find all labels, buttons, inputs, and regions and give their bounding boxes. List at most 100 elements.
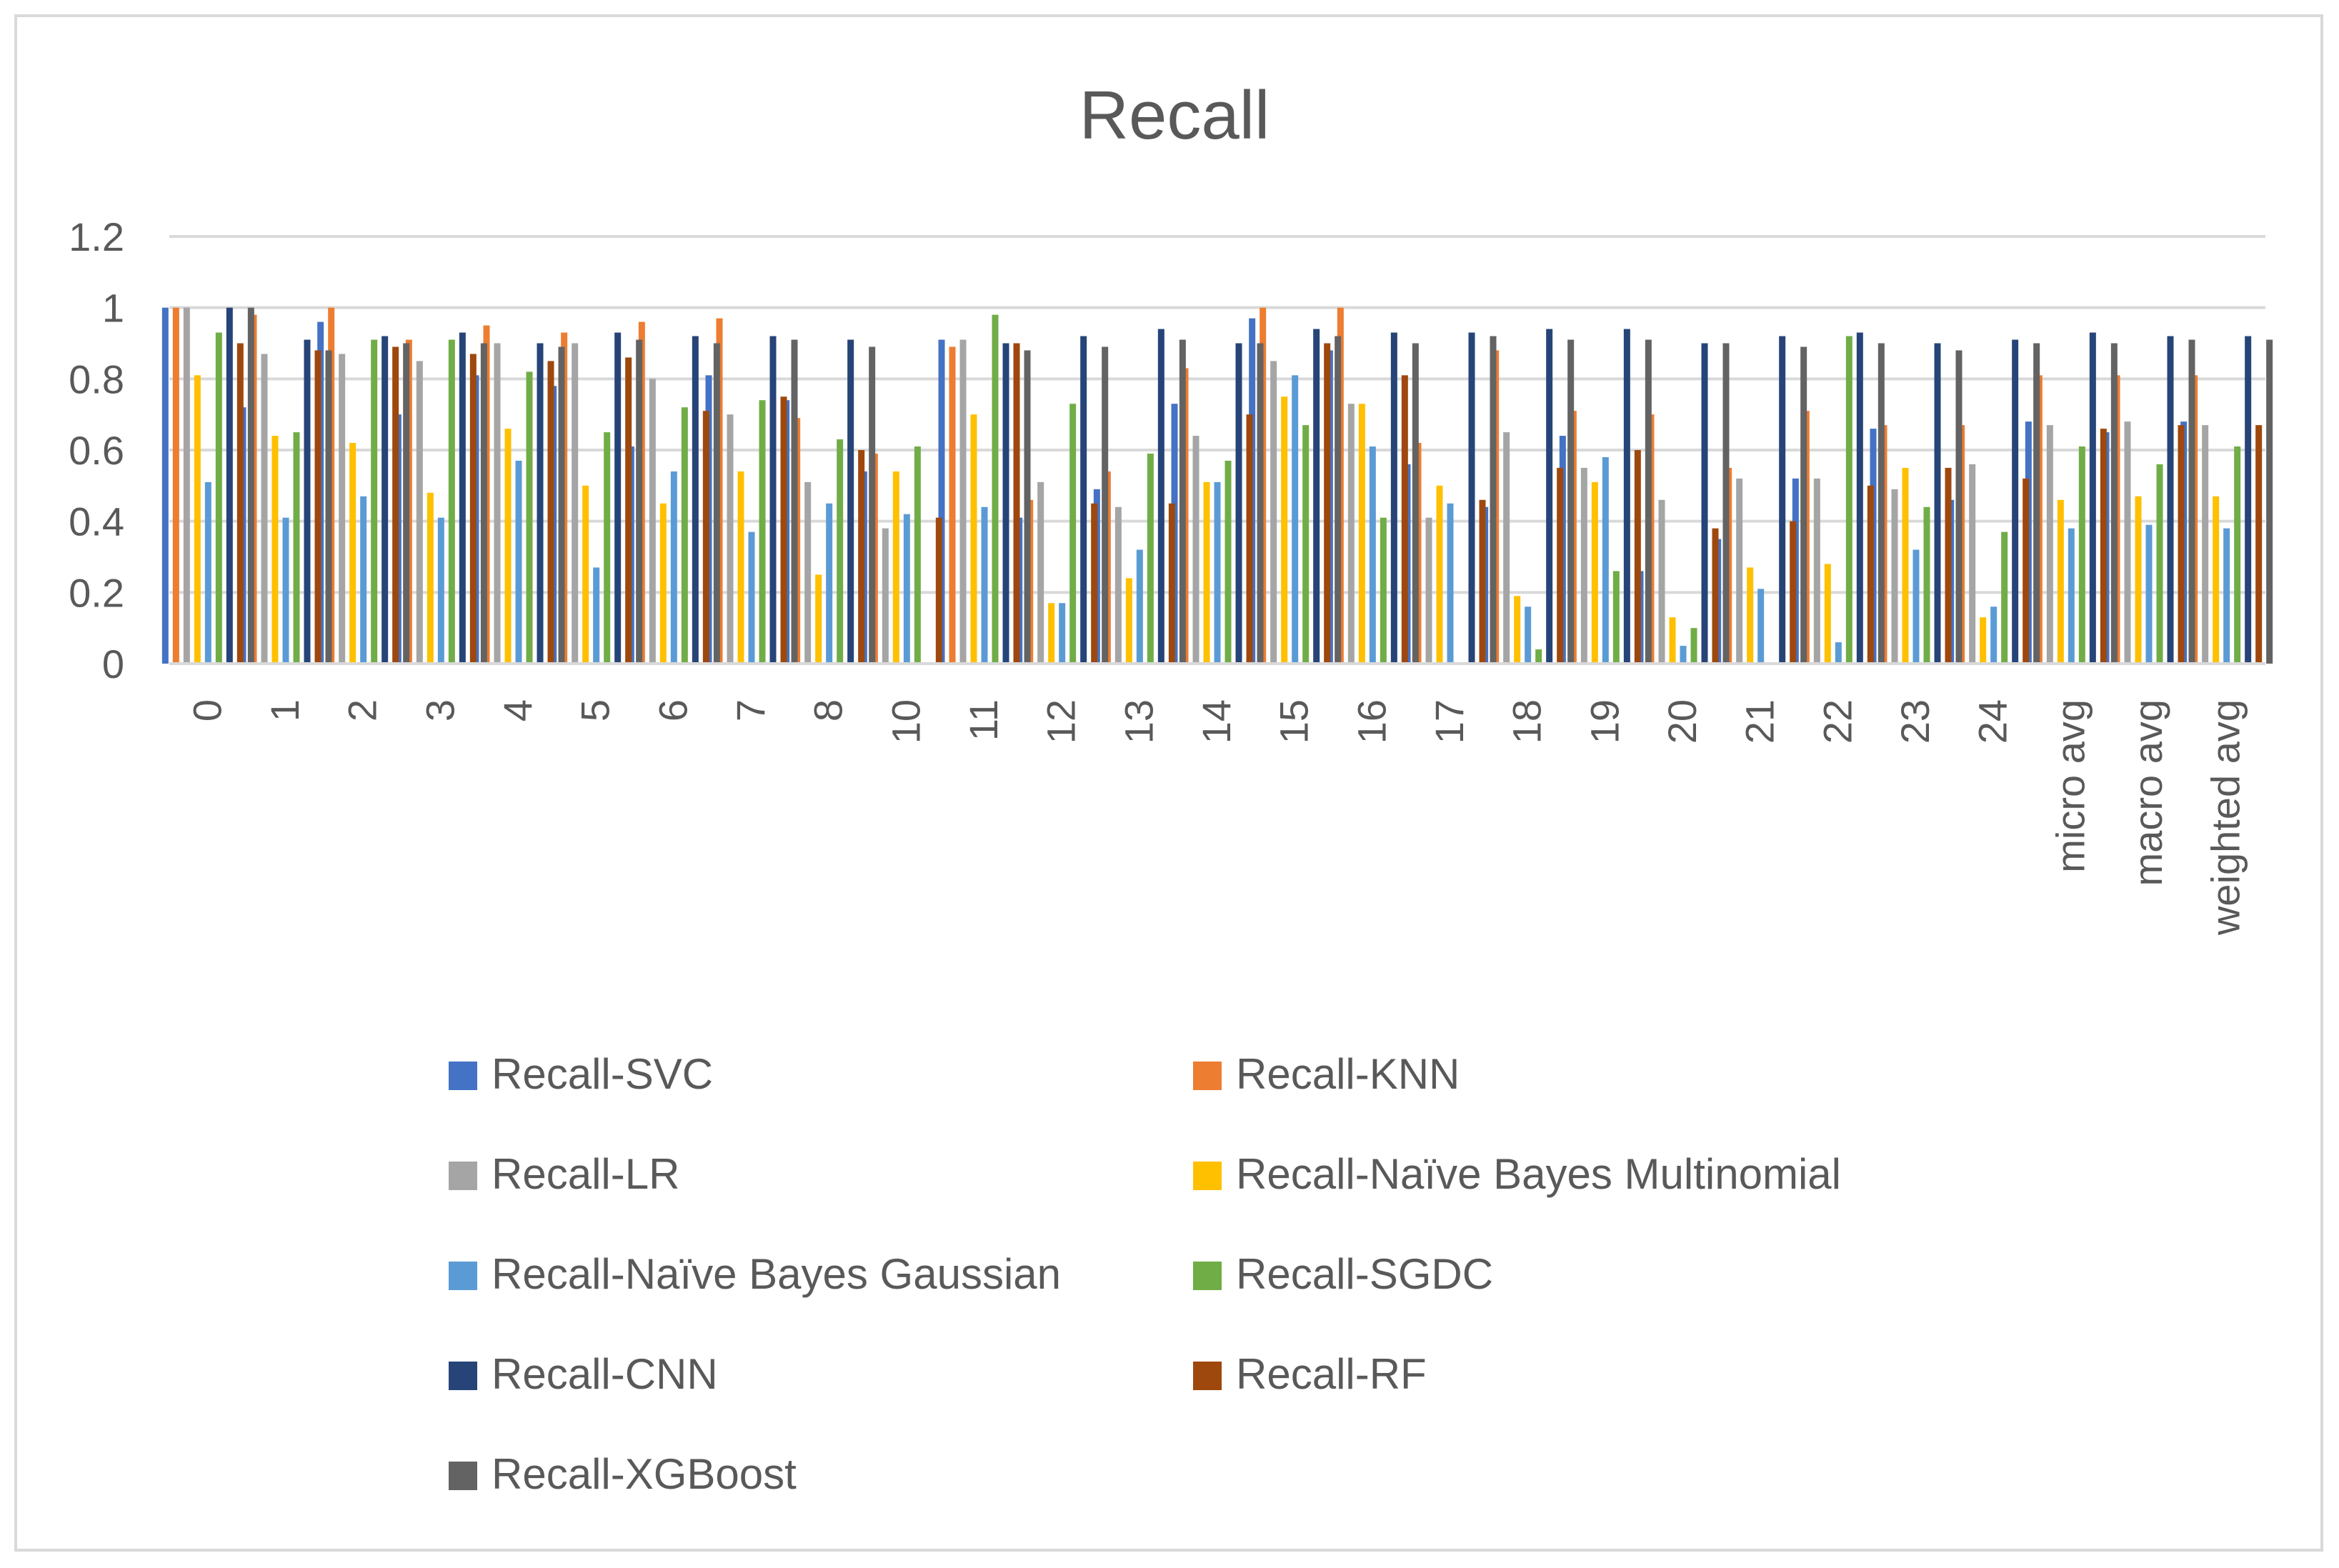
bar	[1246, 414, 1253, 664]
bar	[437, 517, 444, 664]
x-tick-label: 21	[1737, 699, 1782, 744]
x-tick-label: 5	[573, 699, 618, 721]
bar	[1468, 332, 1475, 664]
bar	[349, 443, 356, 664]
bar	[2057, 499, 2064, 664]
bar	[702, 411, 709, 664]
bar	[791, 339, 798, 664]
bar	[970, 414, 977, 664]
bar	[1281, 396, 1288, 664]
bar	[427, 492, 434, 664]
bar	[804, 481, 812, 664]
x-tick-label: 22	[1815, 699, 1860, 744]
bar	[604, 432, 611, 664]
bar	[1002, 343, 1009, 664]
bar	[504, 429, 512, 664]
bars	[161, 307, 2273, 664]
bar	[1546, 329, 1553, 664]
bar	[1270, 361, 1277, 664]
bar	[1235, 343, 1242, 664]
bar	[1824, 564, 1831, 664]
bar	[2213, 496, 2220, 664]
bar	[1214, 481, 1221, 664]
x-tick-label: 10	[883, 699, 928, 744]
bar	[1990, 606, 1998, 664]
x-tick-label: 4	[495, 699, 540, 721]
bar	[2078, 446, 2085, 664]
x-tick-label: 23	[1892, 699, 1937, 744]
bar	[748, 531, 755, 664]
bar	[1503, 432, 1510, 664]
y-tick-label: 0.4	[69, 499, 124, 544]
bar	[2156, 464, 2163, 664]
bar	[815, 574, 822, 664]
bar	[1645, 339, 1652, 664]
bar	[1634, 450, 1641, 664]
bar	[2033, 343, 2040, 664]
bar	[537, 343, 544, 664]
bar	[293, 432, 300, 664]
bar	[1192, 436, 1200, 664]
bar	[2023, 478, 2030, 664]
bar	[183, 307, 190, 664]
bar	[2188, 339, 2195, 664]
bar	[1069, 404, 1077, 664]
bar	[1722, 343, 1730, 664]
bar	[1877, 343, 1885, 664]
bar	[381, 336, 389, 664]
bar	[1257, 343, 1264, 664]
bar	[1535, 649, 1542, 664]
bar	[882, 528, 889, 664]
chart-frame: Recall 0 0.2 0.4 0.6 0.8 1 1.2 0 1 2 3 4 5 6 7 8 10 11 12 1…	[14, 14, 2323, 1552]
bar	[1102, 346, 1109, 664]
legend-swatch	[449, 1462, 477, 1490]
y-tick-label: 1.2	[69, 214, 124, 259]
x-tick-label: 11	[961, 699, 1006, 741]
legend: Recall-SVC Recall-KNN Recall-LR Recall-Naïv…	[449, 1050, 1841, 1498]
legend-swatch	[449, 1062, 477, 1090]
bar	[2046, 425, 2053, 664]
legend-label: Recall-Naïve Bayes Gaussian	[492, 1250, 1061, 1298]
bar	[1835, 642, 1842, 664]
bar	[949, 346, 956, 664]
legend-label: Recall-Naïve Bayes Multinomial	[1236, 1150, 1841, 1198]
bar	[981, 506, 988, 664]
bar	[1557, 467, 1564, 664]
bar	[2145, 524, 2153, 664]
x-tick-label: 2	[340, 699, 385, 721]
x-tick-label: 19	[1582, 699, 1627, 744]
bar	[759, 400, 766, 664]
bar	[837, 439, 844, 664]
bar	[614, 332, 622, 664]
bar	[2124, 421, 2131, 664]
bar	[1800, 346, 1807, 664]
x-tick-label: 16	[1349, 699, 1394, 744]
bar	[1292, 375, 1299, 664]
bar	[558, 346, 565, 664]
bar	[1779, 336, 1786, 664]
bar	[1436, 485, 1443, 664]
x-tick-label: 20	[1660, 699, 1705, 744]
bar	[1747, 567, 1754, 664]
bar	[2100, 429, 2107, 664]
bar	[247, 307, 254, 664]
bar	[1490, 336, 1497, 664]
bar	[1347, 404, 1355, 664]
bar	[1125, 578, 1132, 664]
bar	[935, 517, 942, 664]
bar	[1658, 499, 1665, 664]
bar	[625, 357, 632, 664]
bar	[1313, 329, 1320, 664]
bar	[1390, 332, 1397, 664]
bar	[1856, 332, 1863, 664]
bar	[1813, 478, 1820, 664]
bar	[903, 514, 910, 664]
bar	[1912, 549, 1920, 664]
x-tick-label: 14	[1194, 699, 1239, 744]
bar	[1757, 589, 1765, 664]
bar	[215, 332, 222, 664]
bar	[2012, 339, 2019, 664]
y-tick-label: 0.8	[69, 356, 124, 401]
bar	[869, 346, 876, 664]
bar	[2223, 528, 2230, 664]
